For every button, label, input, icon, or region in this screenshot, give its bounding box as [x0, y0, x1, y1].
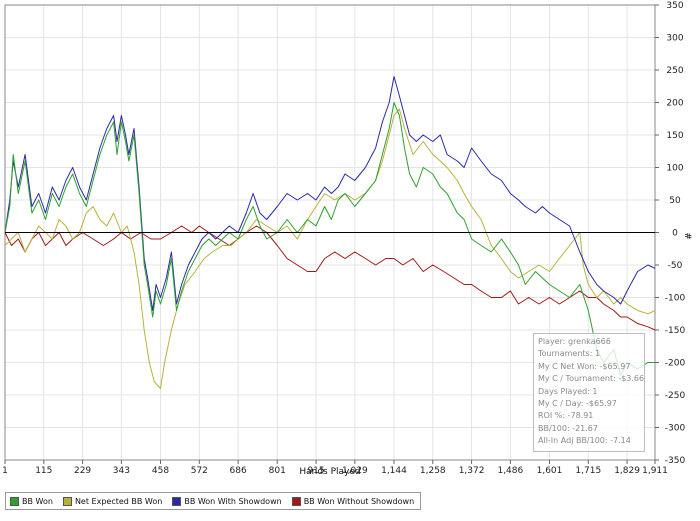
x-tick-label: 229	[74, 466, 91, 476]
y-tick-label: -150	[665, 326, 686, 336]
y-tick-label: 50	[669, 196, 681, 206]
stat-tournaments: Tournaments: 1	[538, 349, 601, 359]
legend-label: BB Won Without Showdown	[303, 496, 415, 506]
y-axis-title: #	[682, 232, 692, 240]
legend-swatch-icon	[62, 496, 72, 506]
x-tick-label: 1,372	[459, 466, 485, 476]
stat-net-won: My C Net Won: -$65.97	[538, 361, 631, 371]
series-line-bb-won-with-showdown	[4, 76, 656, 311]
x-tick-label: 1	[2, 466, 8, 476]
y-tick-label: -250	[665, 391, 686, 401]
y-tick-label: 0	[672, 229, 678, 239]
x-tick-label: 801	[269, 466, 286, 476]
y-tick-label: -350	[665, 456, 686, 466]
x-tick-label: 458	[152, 466, 169, 476]
y-tick-label: 200	[666, 99, 683, 109]
stat-per-day: My C / Day: -$65.97	[538, 398, 617, 408]
y-tick-label: 350	[666, 1, 683, 11]
series-layer	[4, 76, 656, 389]
y-tick-label: -300	[665, 424, 686, 434]
y-tick-label: -50	[668, 261, 683, 271]
x-tick-label: 1,911	[642, 466, 668, 476]
x-tick-label: 1,601	[537, 466, 563, 476]
legend-item-net-expected[interactable]: Net Expected BB Won	[62, 496, 163, 506]
x-tick-label: 1,029	[342, 466, 368, 476]
legend-item-with-showdown[interactable]: BB Won With Showdown	[172, 496, 282, 506]
series-line-bb-won	[4, 102, 655, 376]
legend-item-bb-won[interactable]: BB Won	[10, 496, 53, 506]
legend-swatch-icon	[172, 496, 182, 506]
y-tick-label: 300	[666, 34, 683, 44]
stat-bb100: BB/100: -21.67	[538, 423, 598, 433]
series-line-bb-won-without-showdown	[4, 225, 656, 331]
x-axis: 1 115 229 343 458 572 686 801 915 1,029 1,144 1,258…	[2, 460, 668, 476]
legend-swatch-icon	[10, 496, 19, 506]
x-tick-label: 686	[230, 466, 247, 476]
x-tick-label: 1,258	[420, 466, 446, 476]
y-tick-label: -200	[665, 359, 686, 369]
legend-item-without-showdown[interactable]: BB Won Without Showdown	[291, 496, 415, 506]
stat-player: Player: grenka666	[538, 337, 611, 346]
y-tick-label: -100	[665, 294, 686, 304]
x-tick-label: 1,715	[575, 466, 601, 476]
stats-panel: Player: grenka666 Tournaments: 1 My C Ne…	[533, 333, 645, 452]
y-tick-label: 150	[666, 131, 683, 141]
x-axis-title: Hands Played	[299, 467, 360, 477]
stat-per-tournament: My C / Tournament: -$3.66	[538, 374, 645, 384]
legend-label: BB Won With Showdown	[184, 496, 282, 506]
y-tick-label: 100	[666, 164, 683, 174]
stat-roi: ROI %: -78.91	[538, 411, 594, 421]
stat-allin-bb100: All-In Adj BB/100: -7.14	[538, 436, 631, 446]
stat-days-played: Days Played: 1	[538, 386, 598, 396]
x-tick-label: 1,829	[614, 466, 640, 476]
x-tick-label: 915	[307, 466, 324, 476]
x-tick-label: 572	[191, 466, 208, 476]
y-tick-label: 250	[666, 66, 683, 76]
x-tick-label: 115	[35, 466, 52, 476]
x-tick-label: 1,144	[381, 466, 407, 476]
legend-label: BB Won	[22, 496, 53, 506]
legend-label: Net Expected BB Won	[74, 496, 163, 506]
x-tick-label: 343	[113, 466, 130, 476]
legend-swatch-icon	[291, 496, 301, 506]
legend: BB Won Net Expected BB Won BB Won With S…	[5, 492, 422, 510]
x-tick-label: 1,486	[497, 466, 523, 476]
y-axis: 350 300 250 200 150 100 50 0 -50 -100 -150 -200 -250…	[655, 1, 685, 466]
